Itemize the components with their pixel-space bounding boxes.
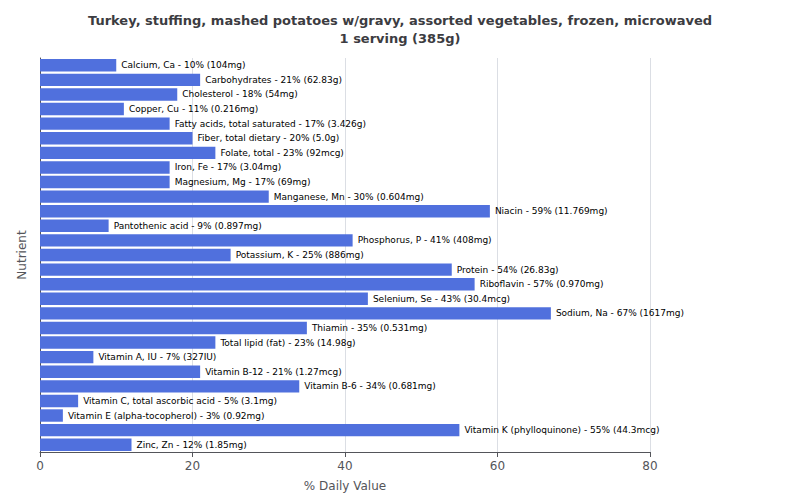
svg-text:Riboflavin - 57% (0.970mg): Riboflavin - 57% (0.970mg) xyxy=(480,279,604,289)
svg-text:Folate, total - 23% (92mcg): Folate, total - 23% (92mcg) xyxy=(220,148,343,158)
svg-text:Phosphorus, P - 41% (408mg): Phosphorus, P - 41% (408mg) xyxy=(358,235,492,245)
svg-text:Nutrient: Nutrient xyxy=(15,230,29,280)
svg-text:Niacin - 59% (11.769mg): Niacin - 59% (11.769mg) xyxy=(495,206,608,216)
svg-text:Zinc, Zn - 12% (1.85mg): Zinc, Zn - 12% (1.85mg) xyxy=(137,440,247,450)
svg-text:Calcium, Ca - 10% (104mg): Calcium, Ca - 10% (104mg) xyxy=(121,60,245,70)
svg-text:80: 80 xyxy=(642,459,657,473)
svg-text:0: 0 xyxy=(36,459,44,473)
svg-text:Fiber, total dietary - 20% (5.: Fiber, total dietary - 20% (5.0g) xyxy=(198,133,340,143)
svg-text:40: 40 xyxy=(337,459,352,473)
svg-text:1 serving (385g): 1 serving (385g) xyxy=(340,31,461,46)
svg-text:% Daily Value: % Daily Value xyxy=(304,479,386,493)
svg-text:Vitamin C, total ascorbic acid: Vitamin C, total ascorbic acid - 5% (3.1… xyxy=(83,396,277,406)
svg-text:Vitamin B-12 - 21% (1.27mcg): Vitamin B-12 - 21% (1.27mcg) xyxy=(205,367,342,377)
svg-text:Magnesium, Mg - 17% (69mg): Magnesium, Mg - 17% (69mg) xyxy=(175,177,311,187)
svg-text:Manganese, Mn - 30% (0.604mg): Manganese, Mn - 30% (0.604mg) xyxy=(274,192,424,202)
svg-text:20: 20 xyxy=(185,459,200,473)
svg-text:60: 60 xyxy=(490,459,505,473)
svg-text:Sodium, Na - 67% (1617mg): Sodium, Na - 67% (1617mg) xyxy=(556,308,684,318)
svg-text:Thiamin - 35% (0.531mg): Thiamin - 35% (0.531mg) xyxy=(311,323,427,333)
svg-text:Vitamin B-6 - 34% (0.681mg): Vitamin B-6 - 34% (0.681mg) xyxy=(304,381,436,391)
svg-text:Pantothenic acid - 9% (0.897mg: Pantothenic acid - 9% (0.897mg) xyxy=(114,221,262,231)
svg-text:Cholesterol - 18% (54mg): Cholesterol - 18% (54mg) xyxy=(182,89,298,99)
svg-text:Vitamin A, IU - 7% (327IU): Vitamin A, IU - 7% (327IU) xyxy=(98,352,216,362)
svg-text:Protein - 54% (26.83g): Protein - 54% (26.83g) xyxy=(457,265,559,275)
svg-text:Turkey, stuffing, mashed potat: Turkey, stuffing, mashed potatoes w/grav… xyxy=(88,13,712,28)
svg-text:Iron, Fe - 17% (3.04mg): Iron, Fe - 17% (3.04mg) xyxy=(175,162,282,172)
svg-text:Vitamin E (alpha-tocopherol) -: Vitamin E (alpha-tocopherol) - 3% (0.92m… xyxy=(68,411,265,421)
svg-text:Copper, Cu - 11% (0.216mg): Copper, Cu - 11% (0.216mg) xyxy=(129,104,258,114)
svg-text:Vitamin K (phylloquinone) - 55: Vitamin K (phylloquinone) - 55% (44.3mcg… xyxy=(464,425,659,435)
svg-text:Potassium, K - 25% (886mg): Potassium, K - 25% (886mg) xyxy=(236,250,364,260)
svg-text:Selenium, Se - 43% (30.4mcg): Selenium, Se - 43% (30.4mcg) xyxy=(373,294,510,304)
svg-text:Total lipid (fat) - 23% (14.98: Total lipid (fat) - 23% (14.98g) xyxy=(219,338,355,348)
svg-text:Fatty acids, total saturated -: Fatty acids, total saturated - 17% (3.42… xyxy=(175,119,366,129)
svg-text:Carbohydrates - 21% (62.83g): Carbohydrates - 21% (62.83g) xyxy=(205,75,342,85)
